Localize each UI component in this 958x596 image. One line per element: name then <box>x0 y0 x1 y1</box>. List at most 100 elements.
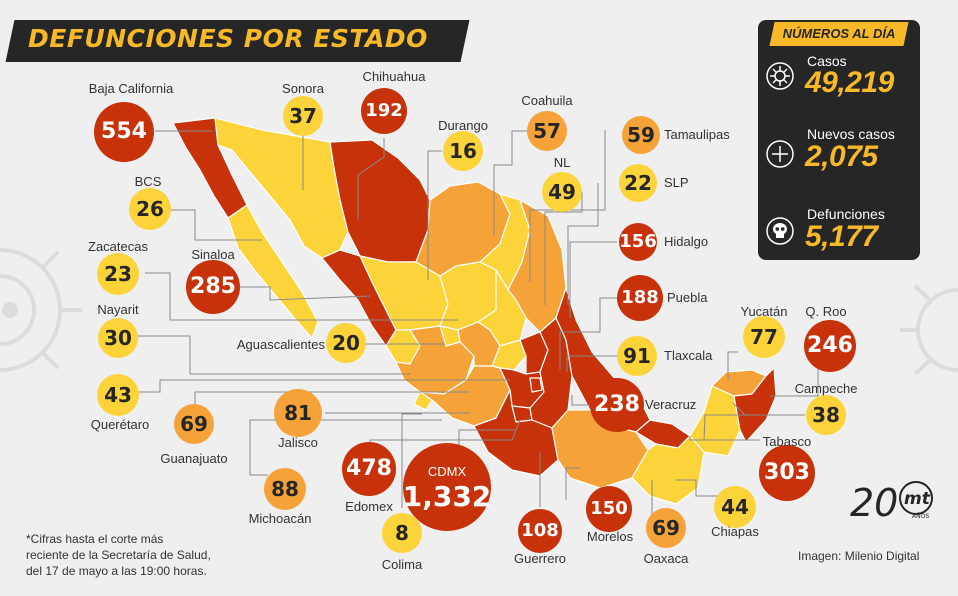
footnote-line-2: reciente de la Secretaría de Salud, <box>26 548 211 562</box>
stat-defunciones-label: Defunciones <box>807 206 885 222</box>
bubble-cdmx: CDMX 1,332 <box>403 443 491 531</box>
label-campeche: Campeche <box>794 381 858 396</box>
bubble-bcs: 26 <box>129 188 171 230</box>
value-nl: 49 <box>548 180 576 204</box>
stat-nuevos-label: Nuevos casos <box>807 126 895 142</box>
label-oaxaca: Oaxaca <box>643 551 689 566</box>
footnote: *Cifras hasta el corte más reciente de l… <box>26 531 211 579</box>
value-coahuila: 57 <box>533 119 561 143</box>
value-slp: 22 <box>624 171 652 195</box>
label-tabasco: Tabasco <box>762 434 812 449</box>
label-zacatecas: Zacatecas <box>88 239 148 254</box>
value-edomex: 478 <box>346 456 392 481</box>
skull-icon <box>766 217 794 245</box>
label-jalisco: Jalisco <box>278 435 318 450</box>
virus-icon <box>766 62 794 90</box>
label-bcs: BCS <box>134 174 162 189</box>
value-guanajuato: 69 <box>180 412 208 436</box>
bubble-baja-california: 554 <box>94 102 154 162</box>
label-yucatan: Yucatán <box>740 304 788 319</box>
value-nayarit: 30 <box>104 326 132 350</box>
label-sinaloa: Sinaloa <box>191 247 235 262</box>
value-chiapas: 44 <box>721 495 749 519</box>
value-sonora: 37 <box>289 104 317 128</box>
value-yucatan: 77 <box>750 325 778 349</box>
bubble-durango: 16 <box>443 131 483 171</box>
stat-defunciones-value: 5,177 <box>805 220 878 253</box>
label-coahuila: Coahuila <box>521 93 573 108</box>
label-durango: Durango <box>438 118 488 133</box>
logo-brand: mt <box>904 489 931 509</box>
bubble-chihuahua: 192 <box>361 88 407 134</box>
label-queretaro: Querétaro <box>90 417 150 432</box>
label-edomex: Edomex <box>345 499 393 514</box>
value-colima: 8 <box>395 521 409 545</box>
value-jalisco: 81 <box>284 401 312 425</box>
bubble-q-roo: 246 <box>804 320 856 372</box>
label-veracruz: Veracruz <box>645 397 697 412</box>
bubble-guanajuato: 69 <box>174 404 214 444</box>
value-q-roo: 246 <box>807 333 853 358</box>
bubble-tamaulipas: 59 <box>622 116 660 154</box>
stat-casos-label: Casos <box>807 53 847 69</box>
bubble-aguascalientes: 20 <box>326 323 366 363</box>
value-baja-california: 554 <box>101 119 147 144</box>
bubble-chiapas: 44 <box>714 486 756 528</box>
label-puebla: Puebla <box>667 290 708 305</box>
label-chihuahua: Chihuahua <box>362 69 426 84</box>
bubble-tlaxcala: 91 <box>617 336 657 376</box>
value-cdmx: 1,332 <box>402 479 492 513</box>
value-michoacan: 88 <box>271 477 299 501</box>
value-durango: 16 <box>449 139 477 163</box>
label-hidalgo: Hidalgo <box>664 234 709 249</box>
stat-casos-value: 49,219 <box>805 66 894 99</box>
label-nl: NL <box>553 155 571 170</box>
bubble-nayarit: 30 <box>98 318 138 358</box>
label-slp: SLP <box>664 175 689 190</box>
value-zacatecas: 23 <box>104 262 132 286</box>
label-q-roo: Q. Roo <box>805 304 847 319</box>
value-chihuahua: 192 <box>365 100 403 121</box>
bubble-sonora: 37 <box>283 96 323 136</box>
map-cdmx <box>529 377 543 393</box>
label-tlaxcala: Tlaxcala <box>664 348 713 363</box>
footnote-line-1: *Cifras hasta el corte más <box>26 532 164 546</box>
map-tamaulipas <box>507 199 567 333</box>
label-guanajuato: Guanajuato <box>160 451 228 466</box>
label-baja-california: Baja California <box>88 81 174 96</box>
value-morelos: 150 <box>590 498 628 519</box>
logo-number: 20 <box>850 481 898 522</box>
map-quintana-roo <box>733 367 777 443</box>
label-nayarit: Nayarit <box>97 302 139 317</box>
bubble-yucatan: 77 <box>743 316 785 358</box>
value-queretaro: 43 <box>104 383 132 407</box>
page-title: DEFUNCIONES POR ESTADO <box>28 24 428 53</box>
bubble-zacatecas: 23 <box>97 253 139 295</box>
label-morelos: Morelos <box>586 529 634 544</box>
value-veracruz: 238 <box>594 392 640 417</box>
value-bcs: 26 <box>136 197 164 221</box>
bubble-tabasco: 303 <box>759 445 815 501</box>
bubble-nl: 49 <box>542 172 582 212</box>
summary-panel <box>758 20 920 260</box>
stat-nuevos-value: 2,075 <box>805 140 878 173</box>
bubble-morelos: 150 <box>586 486 632 532</box>
bubble-campeche: 38 <box>806 395 846 435</box>
bubble-sinaloa: 285 <box>186 260 240 314</box>
bubble-coahuila: 57 <box>527 111 567 151</box>
label-colima: Colima <box>381 557 423 572</box>
milenio-20-logo: 20 mt AÑOS <box>850 481 933 522</box>
bubble-colima: 8 <box>382 513 422 553</box>
value-guerrero: 108 <box>521 520 559 541</box>
label-cdmx: CDMX <box>427 463 467 479</box>
label-guerrero: Guerrero <box>513 551 567 566</box>
summary-heading: NÚMEROS AL DÍA <box>782 26 896 41</box>
value-tlaxcala: 91 <box>623 344 651 368</box>
map-chiapas <box>631 435 705 505</box>
value-aguascalientes: 20 <box>332 331 360 355</box>
label-chiapas: Chiapas <box>711 524 759 539</box>
label-michoacan: Michoacán <box>248 511 312 526</box>
